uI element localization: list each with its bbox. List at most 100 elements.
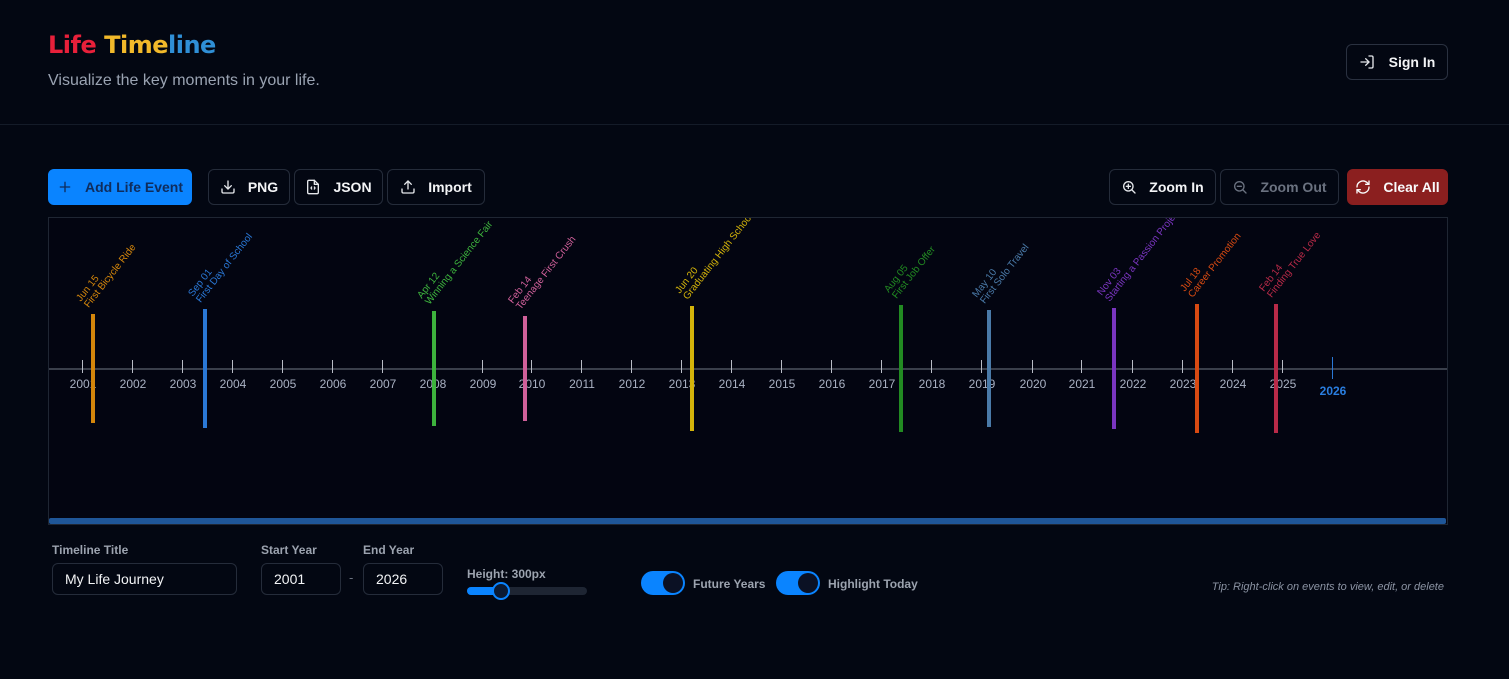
year-label: 2024: [1219, 377, 1247, 391]
year-tick: [681, 360, 682, 373]
event-bar[interactable]: [432, 311, 436, 426]
year-label: 2003: [169, 377, 197, 391]
year-label: 2021: [1068, 377, 1096, 391]
year-label: 2017: [868, 377, 896, 391]
height-slider[interactable]: [467, 582, 587, 600]
import-button[interactable]: Import: [387, 169, 485, 205]
event-bar[interactable]: [1274, 304, 1278, 433]
event-bar[interactable]: [203, 309, 207, 428]
year-label: 2020: [1019, 377, 1047, 391]
png-label: PNG: [247, 179, 279, 195]
year-tick: [831, 360, 832, 373]
year-tick: [881, 360, 882, 373]
zoom-out-icon: [1234, 181, 1248, 194]
event-bar[interactable]: [690, 306, 694, 431]
year-label: 2016: [818, 377, 846, 391]
timeline-title-input[interactable]: My Life Journey: [52, 563, 237, 595]
year-tick: [731, 360, 732, 373]
year-tick: [931, 360, 932, 373]
year-tick: [332, 360, 333, 373]
year-tick: [531, 360, 532, 373]
sign-in-label: Sign In: [1388, 54, 1436, 70]
event-label[interactable]: Feb 14 Teenage First Crush: [506, 234, 579, 312]
event-label[interactable]: Apr 12 Winning a Science Fair: [415, 219, 496, 307]
year-label: 2014: [718, 377, 746, 391]
today-tick: [1332, 357, 1333, 379]
event-label[interactable]: Aug 05 First Job Offer: [882, 244, 938, 301]
toggle-knob: [663, 573, 683, 593]
end-year-input[interactable]: 2026: [363, 563, 443, 595]
year-label: 2004: [219, 377, 247, 391]
year-range-separator: -: [349, 570, 354, 585]
event-label[interactable]: Jun 15 First Bicycle Ride: [74, 242, 139, 310]
year-tick: [1232, 360, 1233, 373]
year-label: 2015: [768, 377, 796, 391]
year-label: 2002: [119, 377, 147, 391]
file-json-icon: [307, 179, 320, 195]
year-tick: [981, 360, 982, 373]
upload-icon: [401, 180, 415, 194]
title-part-line: line: [168, 31, 216, 59]
year-tick: [182, 360, 183, 373]
event-bar[interactable]: [1195, 304, 1199, 433]
zoom-out-button[interactable]: Zoom Out: [1220, 169, 1339, 205]
year-tick: [382, 360, 383, 373]
year-tick: [1081, 360, 1082, 373]
today-year-label: 2026: [1319, 384, 1347, 398]
add-life-event-button[interactable]: Add Life Event: [48, 169, 192, 205]
horizontal-scrollbar[interactable]: [49, 518, 1446, 524]
event-label[interactable]: Feb 14 Finding True Love: [1257, 230, 1324, 300]
year-label: 2011: [569, 377, 595, 391]
timeline-canvas[interactable]: 2001 2002 2003 2004 2005 2006 2007 2008 …: [48, 217, 1448, 525]
year-tick: [132, 360, 133, 373]
year-label: 2001: [69, 377, 97, 391]
timeline-axis: [49, 368, 1447, 370]
json-label: JSON: [333, 179, 372, 195]
app-title: Life Timeline: [48, 31, 216, 59]
highlight-today-toggle[interactable]: [776, 571, 820, 595]
clear-all-button[interactable]: Clear All: [1347, 169, 1448, 205]
event-bar[interactable]: [91, 314, 95, 423]
height-slider-thumb[interactable]: [492, 582, 510, 600]
year-label: 2019: [968, 377, 996, 391]
zoom-out-label: Zoom Out: [1260, 179, 1327, 195]
year-tick: [781, 360, 782, 373]
clear-all-label: Clear All: [1383, 179, 1440, 195]
event-label[interactable]: Nov 03 Starting a Passion Project: [1095, 217, 1183, 304]
event-label[interactable]: May 10 First Solo Travel: [970, 242, 1032, 306]
event-label[interactable]: Sep 01 First Day of School: [186, 231, 256, 305]
future-years-toggle[interactable]: [641, 571, 685, 595]
year-tick: [232, 360, 233, 373]
event-bar[interactable]: [899, 305, 903, 432]
year-label: 2006: [319, 377, 347, 391]
year-tick: [1282, 360, 1283, 373]
year-tick: [1032, 360, 1033, 373]
year-label: 2023: [1169, 377, 1197, 391]
year-label: 2018: [918, 377, 946, 391]
event-bar[interactable]: [523, 316, 527, 421]
event-label[interactable]: Jul 18 Career Promotion: [1178, 231, 1244, 300]
sign-in-button[interactable]: Sign In: [1346, 44, 1448, 80]
export-png-button[interactable]: PNG: [208, 169, 290, 205]
import-label: Import: [428, 179, 472, 195]
year-label: 2012: [618, 377, 646, 391]
event-bar[interactable]: [987, 310, 991, 427]
highlight-today-label: Highlight Today: [828, 577, 918, 591]
zoom-in-icon: [1123, 181, 1136, 194]
export-json-button[interactable]: JSON: [294, 169, 383, 205]
zoom-in-label: Zoom In: [1149, 179, 1204, 195]
title-part-time: Time: [104, 31, 168, 59]
title-part-life: Life: [48, 31, 97, 59]
refresh-icon: [1356, 180, 1371, 194]
event-bar[interactable]: [1112, 308, 1116, 429]
add-life-event-label: Add Life Event: [84, 179, 183, 195]
start-year-label: Start Year: [261, 543, 317, 557]
start-year-input[interactable]: 2001: [261, 563, 341, 595]
end-year-label: End Year: [363, 543, 415, 557]
app-subtitle: Visualize the key moments in your life.: [48, 72, 320, 89]
zoom-in-button[interactable]: Zoom In: [1109, 169, 1216, 205]
height-slider-fill: [467, 587, 503, 595]
timeline-title-label: Timeline Title: [52, 543, 129, 557]
year-tick: [1132, 360, 1133, 373]
event-label[interactable]: Jun 20 Graduating High School: [673, 217, 756, 302]
